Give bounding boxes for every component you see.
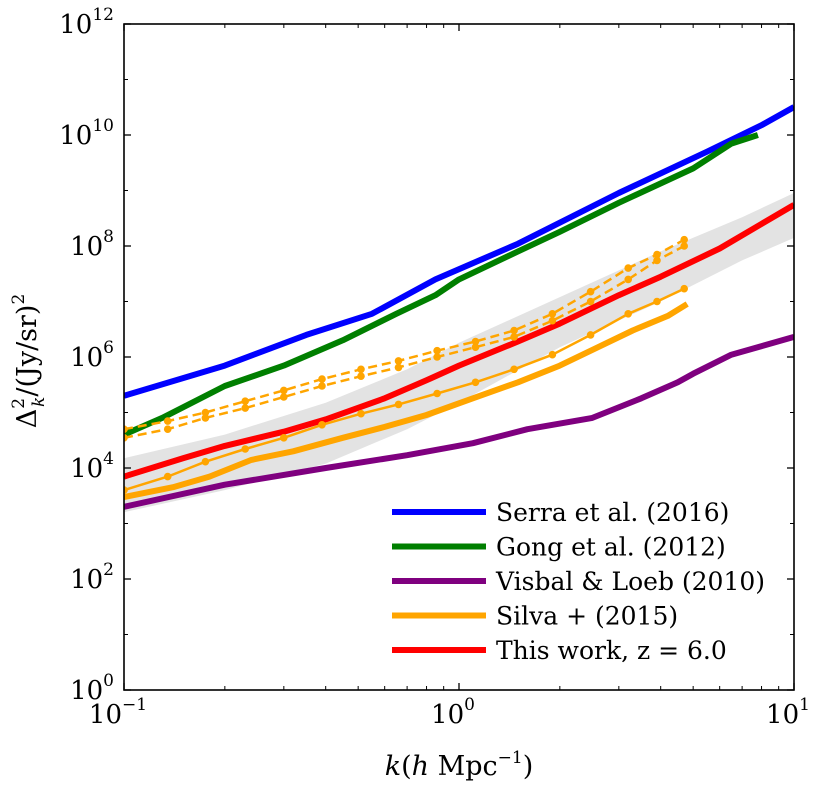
y-label-body: /(Jy/sr) xyxy=(12,305,43,397)
y-tick-label: 102 xyxy=(70,560,114,595)
series-7-point xyxy=(163,472,172,481)
series-5-point xyxy=(394,357,403,365)
series-7-point xyxy=(471,378,480,387)
series-6-point xyxy=(586,297,595,306)
x-label-h: h xyxy=(412,751,429,782)
y-tick-label: 108 xyxy=(70,227,114,262)
series-7-point xyxy=(241,445,249,453)
series-7-point xyxy=(510,365,518,374)
series-6-point xyxy=(653,256,661,265)
series-7-point xyxy=(201,457,210,466)
series-6-point xyxy=(124,434,128,442)
x-axis-label: k(h Mpc−1) xyxy=(385,748,534,782)
y-tick-label: 104 xyxy=(70,449,114,484)
y-tick-label: 106 xyxy=(70,338,114,373)
series-7-point xyxy=(124,486,128,494)
uncertainty-band xyxy=(124,193,794,513)
x-tick-label: 10−1 xyxy=(89,695,147,730)
series-7-point xyxy=(318,421,326,429)
series-5-point xyxy=(163,417,172,425)
series-6-point xyxy=(318,382,326,390)
legend-label: Serra et al. (2016) xyxy=(496,498,729,527)
legend-label: Visbal & Loeb (2010) xyxy=(495,567,765,596)
x-label-close: ) xyxy=(523,751,534,782)
y-tick-label: 100 xyxy=(70,671,114,706)
series-5-point xyxy=(680,235,688,244)
series-line-2 xyxy=(124,334,794,510)
series-7-point xyxy=(586,331,595,339)
series-6-point xyxy=(548,316,557,325)
legend-label: Gong et al. (2012) xyxy=(496,533,726,562)
series-5-point xyxy=(318,375,326,383)
legend-label: Silva + (2015) xyxy=(496,602,678,631)
series-5-point xyxy=(280,386,288,395)
series-5-point xyxy=(201,408,210,417)
series-6-point xyxy=(357,372,365,381)
series-6-point xyxy=(471,343,480,352)
series-6-point xyxy=(163,425,172,434)
series-6-point xyxy=(433,353,441,361)
series-5-point xyxy=(586,287,595,296)
series-7-point xyxy=(548,350,557,359)
series-5-point xyxy=(241,397,249,406)
series-5-point xyxy=(124,425,128,433)
series-7-point xyxy=(280,434,288,442)
series-7-point xyxy=(624,310,632,318)
series-line-3 xyxy=(124,301,689,500)
legend-label: This work, z = 6.0 xyxy=(496,636,727,665)
x-label-sup: −1 xyxy=(498,748,523,768)
y-label-sup2: 2 xyxy=(9,294,29,305)
series-7-point xyxy=(394,400,403,409)
series-6-point xyxy=(510,333,518,341)
series-7-point xyxy=(433,389,441,398)
series-5-point xyxy=(357,365,365,374)
series-5-point xyxy=(548,310,557,318)
x-tick-label: 100 xyxy=(431,695,475,730)
series-6-point xyxy=(394,363,403,372)
series-line-1 xyxy=(124,132,759,438)
series-5-point xyxy=(653,250,661,259)
x-label-unit: Mpc xyxy=(429,751,498,782)
y-label-sub: k xyxy=(29,397,49,407)
series-line-7 xyxy=(124,287,685,492)
x-tick-label: 101 xyxy=(766,695,810,730)
series-line-4 xyxy=(124,202,794,480)
series-layer xyxy=(124,104,794,510)
series-6-point xyxy=(241,404,249,412)
series-7-point xyxy=(653,297,661,306)
y-axis-label: Δ2k/(Jy/sr)2 xyxy=(9,294,49,429)
x-label-k: k xyxy=(385,751,401,782)
series-5-point xyxy=(624,264,632,272)
series-6-point xyxy=(680,242,688,250)
series-line-6 xyxy=(124,244,685,440)
series-line-0 xyxy=(124,104,794,399)
series-line-5 xyxy=(124,238,685,431)
series-5-point xyxy=(510,326,518,335)
series-6-point xyxy=(624,275,632,284)
series-7-point xyxy=(680,284,688,293)
y-tick-label: 1012 xyxy=(59,5,114,40)
series-5-point xyxy=(433,346,441,355)
y-tick-label: 1010 xyxy=(59,116,114,151)
legend: Serra et al. (2016) Gong et al. (2012) Vis… xyxy=(392,498,765,665)
series-5-point xyxy=(471,337,480,346)
y-label-delta: Δ xyxy=(12,409,43,429)
x-label-open: ( xyxy=(401,751,412,782)
series-6-point xyxy=(201,414,210,422)
y-label-sup: 2 xyxy=(9,398,29,409)
shaded-band xyxy=(124,193,794,513)
series-7-point xyxy=(357,409,365,418)
series-6-point xyxy=(280,393,288,401)
